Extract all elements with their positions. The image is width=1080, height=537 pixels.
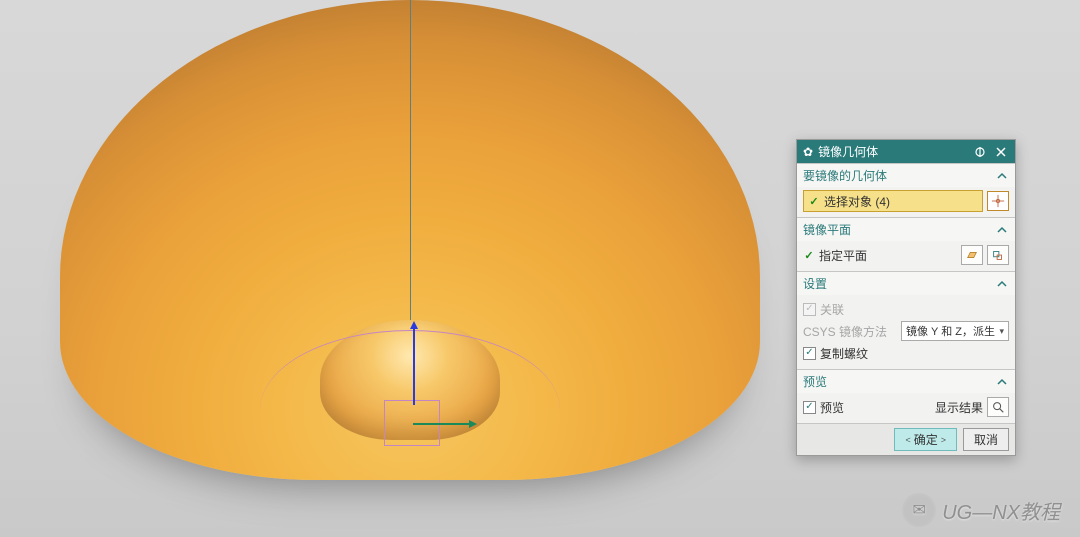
watermark-text: UG—NX教程 (942, 496, 1060, 525)
select-object-field[interactable]: 选择对象 (4) (803, 190, 983, 212)
section-title-geometry: 要镜像的几何体 (803, 167, 887, 184)
section-title-settings: 设置 (803, 275, 827, 292)
plane-icon[interactable] (961, 245, 983, 265)
chevron-up-icon[interactable] (995, 223, 1009, 237)
copy-thread-label: 复制螺纹 (820, 345, 868, 362)
section-title-preview: 预览 (803, 373, 827, 390)
section-header-settings[interactable]: 设置 (797, 271, 1015, 295)
csys-method-dropdown[interactable]: 镜像 Y 和 Z，派生 ▾ (901, 321, 1009, 341)
specify-plane-label: 指定平面 (819, 247, 867, 264)
section-body-preview: 预览 显示结果 (797, 393, 1015, 423)
plane-picker-icon[interactable] (987, 245, 1009, 265)
assoc-checkbox (803, 303, 816, 316)
chevron-up-icon[interactable] (995, 169, 1009, 183)
menu-left-icon: < (905, 435, 910, 445)
gear-icon: ✿ (803, 145, 813, 159)
cancel-label: 取消 (974, 431, 998, 448)
csys-method-label: CSYS 镜像方法 (803, 323, 887, 340)
section-header-preview[interactable]: 预览 (797, 369, 1015, 393)
csys-method-value: 镜像 Y 和 Z，派生 (906, 323, 995, 339)
dialog-title: 镜像几何体 (818, 143, 878, 160)
chevron-up-icon[interactable] (995, 277, 1009, 291)
section-body-geometry: 选择对象 (4) (797, 187, 1015, 217)
show-result-label: 显示结果 (935, 399, 983, 416)
assoc-label: 关联 (820, 301, 844, 318)
chevron-up-icon[interactable] (995, 375, 1009, 389)
axis-z (413, 325, 415, 405)
section-title-plane: 镜像平面 (803, 221, 851, 238)
crosshair-icon[interactable] (987, 191, 1009, 211)
section-body-settings: 关联 CSYS 镜像方法 镜像 Y 和 Z，派生 ▾ 复制螺纹 (797, 295, 1015, 369)
dialog-footer: < 确定 > 取消 (797, 423, 1015, 455)
check-ok-icon (803, 249, 815, 261)
copy-thread-checkbox[interactable] (803, 347, 816, 360)
check-ok-icon (808, 195, 820, 207)
magnifier-icon[interactable] (987, 397, 1009, 417)
close-icon[interactable] (993, 144, 1009, 160)
ok-label: 确定 (914, 431, 938, 448)
pin-icon[interactable] (972, 144, 988, 160)
ok-button[interactable]: < 确定 > (894, 428, 957, 451)
mirror-geometry-dialog: ✿ 镜像几何体 要镜像的几何体 选择对象 (4) 镜像平面 (796, 139, 1016, 456)
select-object-label: 选择对象 (4) (824, 193, 890, 210)
section-body-plane: 指定平面 (797, 241, 1015, 271)
watermark: ✉ UG—NX教程 (904, 495, 1060, 525)
dialog-titlebar[interactable]: ✿ 镜像几何体 (797, 140, 1015, 163)
section-header-plane[interactable]: 镜像平面 (797, 217, 1015, 241)
section-header-geometry[interactable]: 要镜像的几何体 (797, 163, 1015, 187)
axis-x (413, 423, 473, 425)
chevron-down-icon: ▾ (999, 326, 1004, 337)
preview-label: 预览 (820, 399, 844, 416)
wechat-icon: ✉ (904, 495, 934, 525)
menu-right-icon: > (941, 435, 946, 445)
cancel-button[interactable]: 取消 (963, 428, 1009, 451)
preview-checkbox[interactable] (803, 401, 816, 414)
